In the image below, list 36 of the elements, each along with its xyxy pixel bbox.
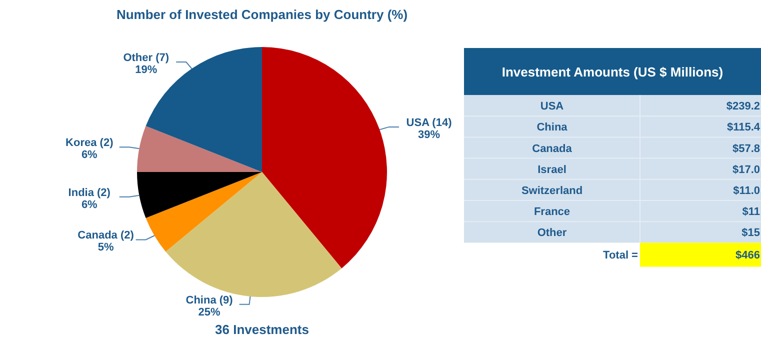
slice-label: China (9)	[186, 294, 234, 306]
data-label: 5%	[98, 242, 114, 254]
text: $11.0	[733, 184, 760, 197]
text: $57.8	[732, 142, 760, 155]
category-label: China	[536, 122, 568, 134]
data-label: 25%	[198, 306, 221, 318]
category-label: France	[534, 206, 570, 218]
text: $115.4	[726, 122, 760, 134]
text: Total =	[603, 250, 638, 262]
category-label: Switzerland	[521, 184, 583, 197]
data-label: 39%	[418, 128, 440, 141]
data-label: 19%	[135, 64, 158, 76]
text: Investment Amounts (US $ Millions)	[502, 64, 724, 80]
slice-label: USA (14)	[406, 116, 452, 129]
data-label: 6%	[81, 149, 98, 162]
chart-title: Number of Invested Companies by Country (%)	[116, 7, 408, 22]
slice-label: India (2)	[68, 186, 111, 199]
text: $466	[736, 250, 760, 262]
slice-label: Korea (2)	[66, 137, 114, 150]
text: $15	[742, 227, 760, 240]
category-label: Other	[537, 227, 568, 240]
pie-slice	[137, 126, 262, 172]
data-label: 6%	[81, 198, 98, 211]
pie-slice	[166, 172, 342, 297]
pie-slice	[137, 172, 262, 218]
pie-slice	[262, 47, 387, 268]
text: $239.2	[726, 100, 760, 113]
slice-label: Other (7)	[123, 52, 170, 64]
text: 36 Investments	[215, 322, 309, 337]
text: $17.0	[732, 164, 760, 176]
slice-label: Canada (2)	[78, 230, 134, 242]
text: $11	[742, 206, 760, 218]
category-label: Israel	[538, 164, 566, 176]
category-label: USA	[540, 100, 564, 113]
pie-slice	[146, 172, 262, 252]
category-label: Canada	[532, 142, 573, 155]
